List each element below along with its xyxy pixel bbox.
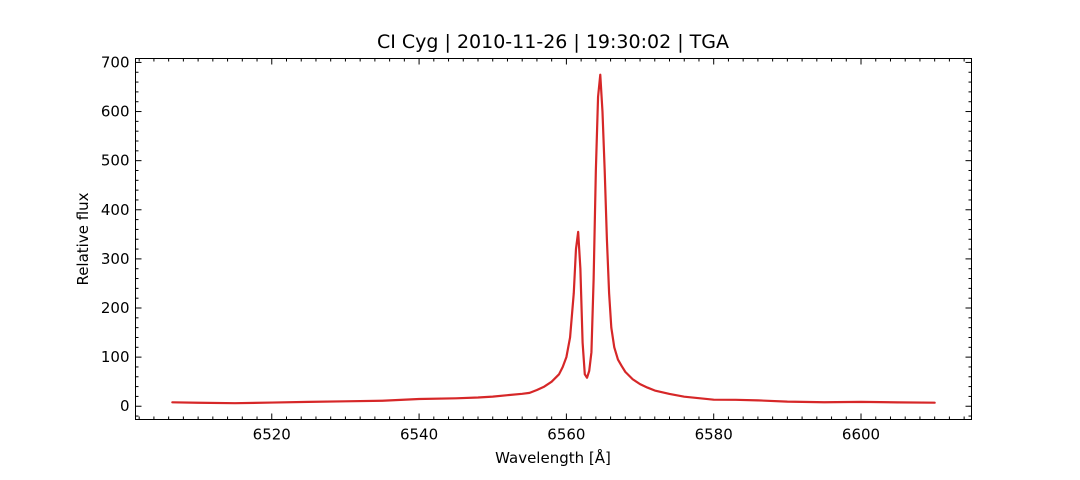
x-tick-label: 6540 [400, 426, 438, 444]
y-axis-ticks: 0 100 200 300 400 500 600 700 [101, 53, 972, 415]
plot-frame [135, 58, 972, 420]
x-tick-label: 6580 [695, 426, 733, 444]
y-tick-label: 100 [101, 348, 130, 366]
x-tick-label: 6520 [253, 426, 291, 444]
y-tick-label: 600 [101, 103, 130, 121]
y-tick-label: 700 [101, 53, 130, 71]
x-tick-label: 6600 [842, 426, 880, 444]
y-tick-label: 400 [101, 201, 130, 219]
y-tick-label: 300 [101, 250, 130, 268]
minor-ticks [135, 58, 972, 420]
x-tick-label: 6560 [547, 426, 585, 444]
series-layer [171, 73, 936, 405]
y-tick-label: 200 [101, 299, 130, 317]
y-tick-label: 500 [101, 152, 130, 170]
spectrum-line [171, 73, 936, 405]
y-tick-label: 0 [120, 397, 130, 415]
y-axis-label: Relative flux [74, 192, 92, 285]
x-axis-ticks: 6520 6540 6560 6580 6600 [253, 58, 880, 444]
x-axis-label: Wavelength [Å] [495, 448, 611, 467]
chart-title: CI Cyg | 2010-11-26 | 19:30:02 | TGA [377, 31, 729, 53]
